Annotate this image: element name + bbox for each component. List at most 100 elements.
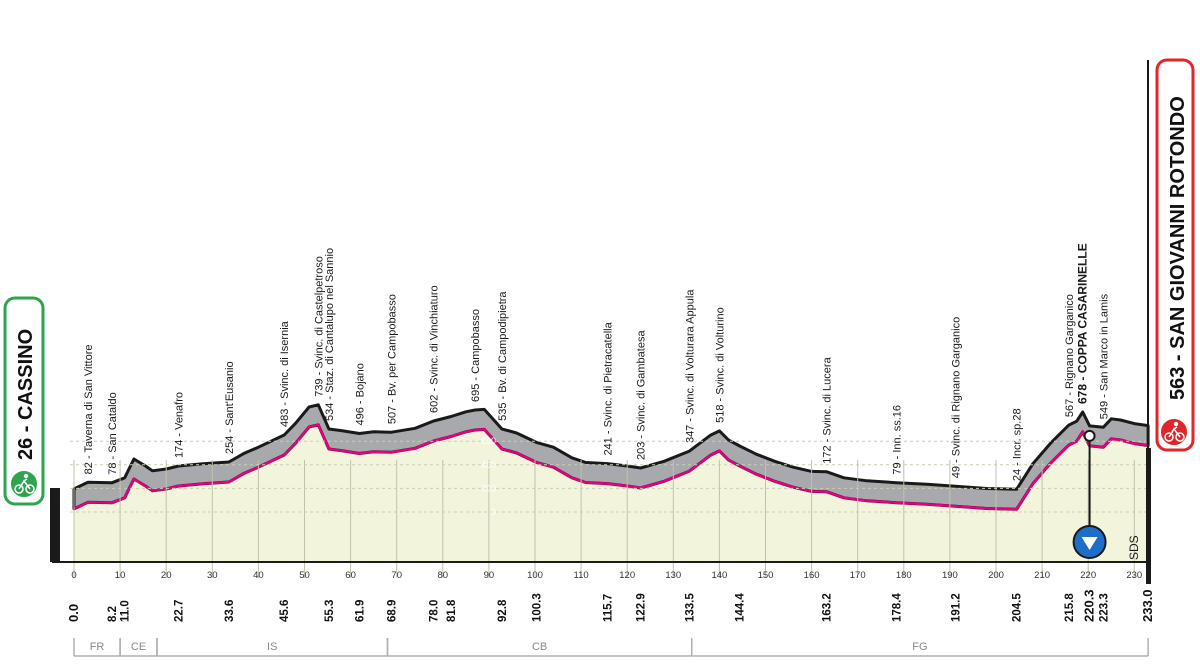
km-tick-label: 140: [711, 570, 727, 581]
finish-cyclist-wheel-front: [1164, 432, 1174, 442]
km-gridlines: [73, 460, 1135, 578]
waypoint-label: 347 - Svinc. di Volturara Appula: [684, 289, 696, 443]
region-code: IS: [267, 641, 277, 653]
waypoint-label: 507 - Bv. per Campobasso: [387, 294, 399, 424]
altitude-inner-line: [73, 423, 1149, 511]
km-tick-label: 90: [484, 570, 495, 581]
finish-cyclist-icon: [1159, 417, 1189, 447]
altitude-ticks: 0 200 400 600: [70, 436, 1146, 517]
km-waypoint-value: 122.9: [636, 593, 648, 622]
km-waypoint-value: 163.2: [821, 593, 833, 622]
start-cyclist-wheel-front: [14, 484, 24, 494]
km-tick-label: 200: [988, 570, 1004, 581]
finish-cyclist-head: [1173, 421, 1179, 427]
km-tick-label: 230: [1126, 570, 1142, 581]
start-elevation-bar: [50, 488, 60, 562]
km-tick-label: 100: [527, 570, 543, 581]
waypoint-label: 203 - Svinc. di Gambatesa: [636, 330, 648, 461]
km-tick-label: 160: [804, 570, 820, 581]
km-tick-label: 10: [115, 570, 126, 581]
start-cyclist-wheel-rear: [25, 484, 35, 494]
km-tick-label: 30: [207, 570, 218, 581]
km-waypoint-value: 233.0: [1140, 589, 1155, 622]
km-waypoint-value: 191.2: [950, 593, 962, 622]
waypoint-label: 79 - Inn. ss.16: [891, 405, 903, 475]
km-tick-label: 20: [161, 570, 172, 581]
km-waypoint-value: 0.0: [66, 604, 81, 622]
region-code: CE: [131, 641, 146, 653]
waypoint-label: 567 - Rignano Garganico: [1064, 294, 1076, 417]
km-waypoint-value: 115.7: [602, 594, 614, 622]
km-waypoint-value: 223.3: [1098, 593, 1110, 622]
km-tick-label: 150: [758, 570, 774, 581]
altitude-tick-label: 400: [481, 460, 496, 470]
finish-cyclist-wheel-rear: [1175, 432, 1185, 442]
waypoint-label: 518 - Svinc. di Volturino: [714, 307, 726, 423]
waypoint-label: 174 - Venafro: [174, 392, 186, 458]
km-tick-label: 70: [391, 570, 402, 581]
km-waypoint-value: 8.2: [107, 606, 119, 622]
start-cyclist-body: [18, 478, 31, 490]
km-tick-label: 60: [345, 570, 356, 581]
km-tick-label: 40: [253, 570, 264, 581]
start-cyclist-icon: [9, 469, 39, 499]
waypoint-label: 254 - Sant'Eusanio: [224, 361, 236, 454]
km-waypoint-value: 204.5: [1012, 593, 1024, 622]
km-waypoint-value: 78.0: [429, 600, 441, 622]
start-town-label: 26 - CASSINO: [15, 329, 37, 460]
region-code: FR: [90, 641, 105, 653]
start-cyclist-head: [23, 473, 29, 479]
ground-area: [74, 424, 1149, 562]
sds-label: SDS: [1127, 535, 1141, 560]
km-axis-ticks: 0 10 20 30 40 50 60 70 80 90 100 110 120 130 140 150 160…: [71, 570, 1142, 581]
km-waypoint-value: 133.5: [684, 593, 696, 622]
km-waypoint-value: 61.9: [354, 600, 366, 622]
km-tick-label: 80: [438, 570, 449, 581]
km-waypoint-value: 22.7: [174, 600, 186, 622]
waypoint-label: 549 - San Marco in Lamis: [1098, 293, 1110, 419]
region-code: FG: [912, 641, 927, 653]
km-waypoint-value: 45.6: [279, 600, 291, 622]
km-waypoint-value: 178.4: [891, 593, 903, 622]
km-waypoint-value: 68.9: [387, 600, 399, 622]
km-tick-label: 220: [1080, 570, 1096, 581]
finish-elevation-bar: [1146, 448, 1151, 584]
waypoint-label: 82 - Taverna di San Vittore: [83, 344, 95, 474]
waypoint-label: 535 - Bv. di Campodipietra: [497, 291, 509, 421]
km-waypoint-value: 11.0: [120, 600, 132, 622]
km-tick-label: 170: [850, 570, 866, 581]
finish-cyclist-body: [1168, 426, 1181, 438]
waypoint-label: 483 - Svinc. di Isernia: [279, 320, 291, 427]
waypoint-label: 695 - Campobasso: [470, 309, 482, 402]
altitude-tick-label: 0: [491, 507, 496, 517]
km-waypoint-value: 55.3: [324, 600, 336, 622]
kom-marker: [1072, 429, 1107, 559]
altitude-tick-label: 600: [481, 436, 496, 446]
km-waypoint-value: 144.4: [735, 593, 747, 622]
km-waypoint-value: 215.8: [1064, 593, 1076, 622]
kom-summit-dot: [1083, 429, 1096, 442]
region-strip: FR CE IS CB FG: [73, 638, 1149, 657]
waypoint-label: 49 - Svinc. di Rignano Garganico: [950, 317, 962, 478]
km-tick-label: 110: [574, 570, 589, 581]
km-tick-label: 0: [71, 570, 76, 581]
waypoint-labels: 82 - Taverna di San Vittore 78 - San Cata…: [83, 243, 1111, 481]
km-waypoint-value: 33.6: [224, 600, 236, 622]
waypoint-label: 24 - Incr. sp.28: [1012, 408, 1024, 481]
km-tick-label: 120: [619, 570, 635, 581]
waypoint-label: 534 - Staz. di Cantalupo nel Sannio: [324, 248, 336, 421]
km-tick-label: 210: [1034, 570, 1050, 581]
km-waypoint-value: 100.3: [531, 593, 543, 622]
km-tick-label: 130: [665, 570, 681, 581]
waypoint-label: 241 - Svinc. di Pietracatella: [602, 321, 614, 455]
start-badge: 26 - CASSINO: [3, 296, 45, 506]
km-tick-label: 190: [942, 570, 958, 581]
km-waypoint-value: 81.8: [446, 599, 458, 622]
waypoint-label: 678 - COPPA CASARINELLE: [1076, 243, 1090, 404]
waypoint-label: 602 - Svinc. di Vinchiaturo: [429, 285, 441, 413]
region-code: CB: [532, 641, 547, 653]
finish-town-label: 563 - SAN GIOVANNI ROTONDO: [1167, 96, 1189, 400]
altitude-tick-label: 200: [481, 483, 496, 493]
km-tick-label: 180: [896, 570, 912, 581]
